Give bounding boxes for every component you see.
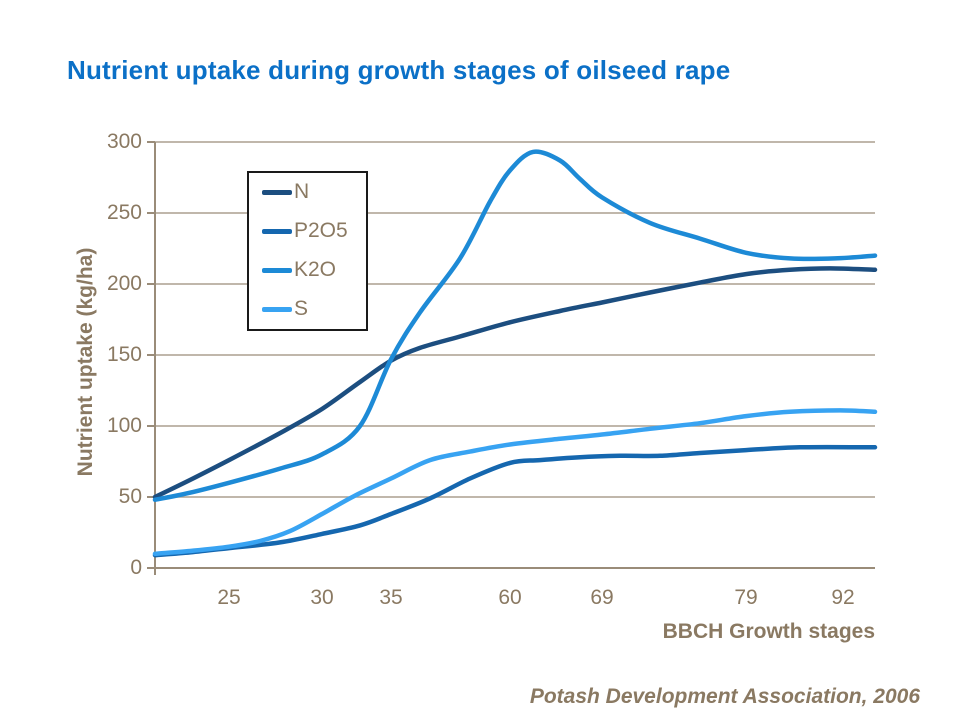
curve-K2O [152,149,878,503]
curve-S [152,408,878,557]
curve-P2O5 [152,444,878,558]
x-tick-label-69: 69 [590,586,614,609]
x-tick-label-30: 30 [310,586,334,609]
legend: N P2O5 K2O S [247,171,368,331]
curve-N [152,266,878,500]
x-axis-title: BBCH Growth stages [662,620,875,643]
legend-label-N: N [294,180,310,203]
x-tick-label-79: 79 [734,586,758,609]
y-tick-label-150: 150 [106,343,142,366]
legend-item-S: S [249,294,366,324]
y-tick-label-100: 100 [106,414,142,437]
legend-label-K2O: K2O [294,258,337,281]
chart-title: Nutrient uptake during growth stages of … [67,55,731,85]
legend-swatch-K2O [262,267,292,273]
footer-credit: Potash Development Association, 2006 [529,685,920,708]
y-tick-label-0: 0 [130,556,142,579]
y-tick-label-300: 300 [106,130,142,153]
legend-item-K2O: K2O [249,255,366,285]
y-tick-label-250: 250 [106,201,142,224]
x-tick-label-25: 25 [217,586,241,609]
legend-item-P2O5: P2O5 [249,216,366,246]
legend-label-P2O5: P2O5 [294,219,348,242]
legend-swatch-P2O5 [262,228,292,234]
x-tick-label-92: 92 [831,586,855,609]
legend-swatch-N [262,189,292,195]
x-tick-label-60: 60 [498,586,522,609]
legend-item-N: N [249,177,366,207]
legend-swatch-S [262,306,292,312]
legend-label-S: S [294,297,309,320]
x-tick-label-35: 35 [379,586,403,609]
y-tick-label-50: 50 [118,485,142,508]
y-tick-label-200: 200 [106,272,142,295]
